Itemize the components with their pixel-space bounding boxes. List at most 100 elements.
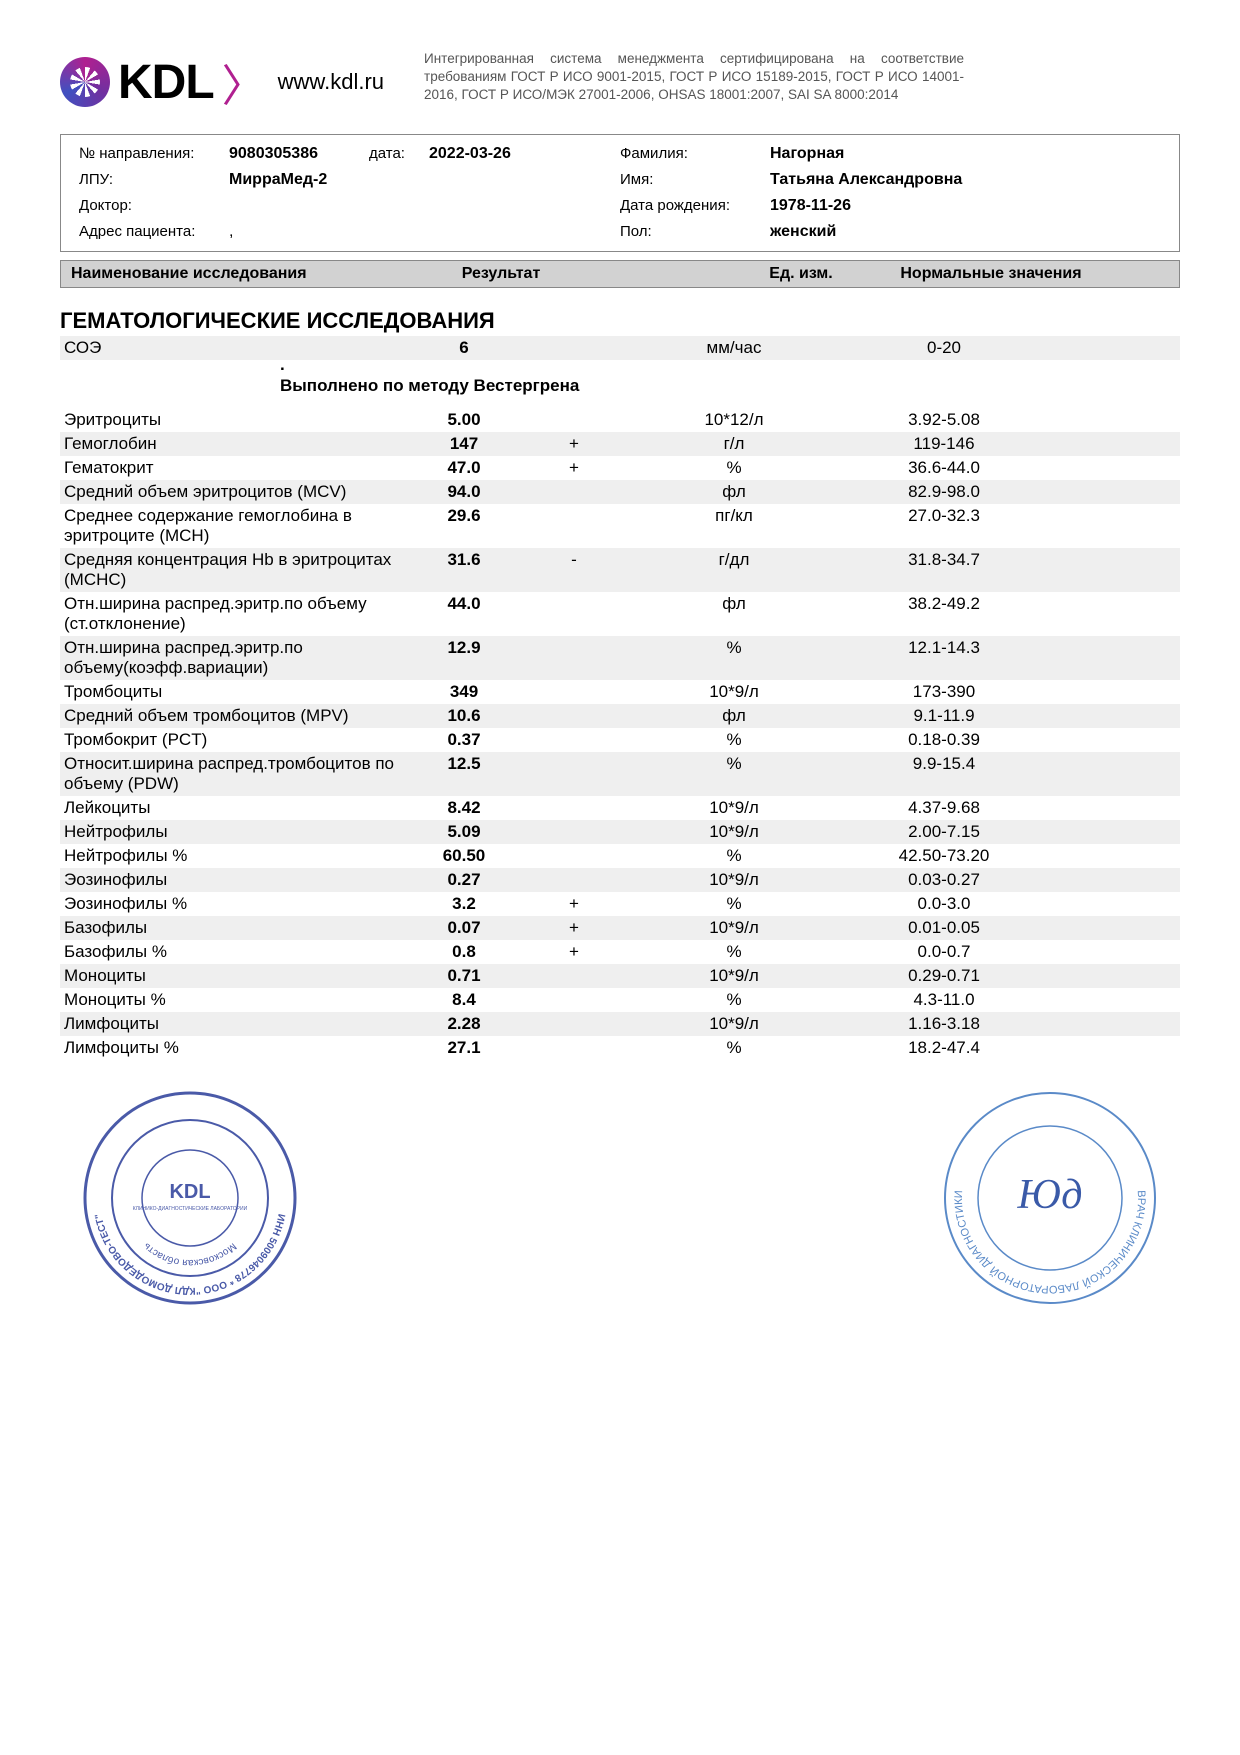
table-row: Отн.ширина распред.эритр.по объему (ст.о… [60,592,1180,636]
test-name: Средний объем тромбоцитов (MPV) [64,706,404,726]
test-result: 0.37 [404,730,524,750]
svg-text:КЛИНИКО-ДИАГНОСТИЧЕСКИЕ ЛАБОРА: КЛИНИКО-ДИАГНОСТИЧЕСКИЕ ЛАБОРАТОРИИ [133,1206,248,1212]
test-range: 1.16-3.18 [844,1014,1044,1034]
test-range: 2.00-7.15 [844,822,1044,842]
surname-label: Фамилия: [620,145,760,162]
test-name: Базофилы [64,918,404,938]
method-note: Выполнено по методу Вестергрена [60,370,1180,408]
test-result: 12.5 [404,754,524,774]
test-name: Нейтрофилы [64,822,404,842]
test-flag: + [524,458,624,478]
test-unit: 10*9/л [624,918,844,938]
test-result: 2.28 [404,1014,524,1034]
ref-no: 9080305386 [229,145,359,163]
test-name: Моноциты % [64,990,404,1010]
test-name: Лимфоциты [64,1014,404,1034]
table-row: Эозинофилы %3.2+%0.0-3.0 [60,892,1180,916]
table-row: Базофилы %0.8+%0.0-0.7 [60,940,1180,964]
test-result: 27.1 [404,1038,524,1058]
test-name: Относит.ширина распред.тромбоцитов по об… [64,754,404,794]
test-name: Базофилы % [64,942,404,962]
test-name: Средняя концентрация Hb в эритроцитах (M… [64,550,404,590]
test-name: Нейтрофилы % [64,846,404,866]
test-unit: 10*9/л [624,1014,844,1034]
logo-icon [60,57,110,107]
test-name: Гемоглобин [64,434,404,454]
test-name: Тромбокрит (PCT) [64,730,404,750]
test-range: 0.01-0.05 [844,918,1044,938]
test-result: 12.9 [404,638,524,658]
sex-value: женский [770,223,836,241]
lpu-label: ЛПУ: [79,171,219,188]
test-unit: % [624,1038,844,1058]
col-name-header: Наименование исследования [71,265,411,283]
table-row: Лимфоциты2.28 10*9/л1.16-3.18 [60,1012,1180,1036]
table-row: Моноциты0.7110*9/л0.29-0.71 [60,964,1180,988]
test-range: 42.50-73.20 [844,846,1044,866]
test-unit: % [624,846,844,866]
test-unit: фл [624,706,844,726]
test-result: 6 [404,338,524,358]
test-result: 8.42 [404,798,524,818]
test-name: Эозинофилы [64,870,404,890]
svg-text:Юд: Юд [1017,1172,1083,1218]
table-row: Отн.ширина распред.эритр.по объему(коэфф… [60,636,1180,680]
doctor-label: Доктор: [79,197,219,214]
test-result: 0.07 [404,918,524,938]
col-unit-header: Ед. изм. [711,265,891,283]
name-value: Татьяна Александровна [770,171,962,189]
test-result: 0.27 [404,870,524,890]
patient-info-box: № направления: 9080305386 дата: 2022-03-… [60,134,1180,252]
test-range: 3.92-5.08 [844,410,1044,430]
test-result: 147 [404,434,524,454]
test-unit: % [624,638,844,658]
name-label: Имя: [620,171,760,188]
test-unit: пг/кл [624,506,844,526]
note-dot: . [60,360,1180,370]
table-row: Базофилы0.07+10*9/л0.01-0.05 [60,916,1180,940]
logo-block: KDL 〉 www.kdl.ru [60,50,384,114]
address-value: , [229,223,233,241]
table-row: Средняя концентрация Hb в эритроцитах (M… [60,548,1180,592]
test-result: 29.6 [404,506,524,526]
test-unit: мм/час [624,338,844,358]
table-row: Тромбокрит (PCT)0.37%0.18-0.39 [60,728,1180,752]
stamps-row: ИНН 5009046778 * ООО "КДЛ ДОМОДЕДОВО-ТЕС… [60,1078,1180,1318]
date-label: дата: [369,145,419,162]
logo-url: www.kdl.ru [278,69,384,95]
lpu-value: МирраМед-2 [229,171,327,189]
test-range: 9.1-11.9 [844,706,1044,726]
test-result: 47.0 [404,458,524,478]
test-name: Лейкоциты [64,798,404,818]
test-result: 60.50 [404,846,524,866]
test-unit: % [624,990,844,1010]
table-row: Тромбоциты34910*9/л173-390 [60,680,1180,704]
table-row: Эозинофилы0.2710*9/л0.03-0.27 [60,868,1180,892]
test-unit: 10*9/л [624,870,844,890]
address-label: Адрес пациента: [79,223,219,240]
table-row: Гемоглобин147+г/л119-146 [60,432,1180,456]
table-row: Средний объем тромбоцитов (MPV)10.6фл9.1… [60,704,1180,728]
lab-stamp: ИНН 5009046778 * ООО "КДЛ ДОМОДЕДОВО-ТЕС… [70,1078,310,1318]
test-range: 0.29-0.71 [844,966,1044,986]
logo-text: KDL [118,55,214,110]
doctor-stamp: ВРАЧ КЛИНИЧЕСКОЙ ЛАБОРАТОРНОЙ ДИАГНОСТИК… [930,1078,1170,1318]
test-unit: % [624,458,844,478]
table-row: Нейтрофилы %60.50%42.50-73.20 [60,844,1180,868]
test-unit: 10*9/л [624,682,844,702]
ref-no-label: № направления: [79,145,219,162]
test-flag: + [524,918,624,938]
test-name: Тромбоциты [64,682,404,702]
test-name: Гематокрит [64,458,404,478]
test-result: 94.0 [404,482,524,502]
svg-text:Московская область: Московская область [142,1241,239,1269]
test-unit: г/л [624,434,844,454]
test-name: Эритроциты [64,410,404,430]
table-row: Нейтрофилы5.0910*9/л2.00-7.15 [60,820,1180,844]
test-range: 36.6-44.0 [844,458,1044,478]
test-unit: % [624,894,844,914]
test-unit: фл [624,594,844,614]
test-result: 8.4 [404,990,524,1010]
test-range: 0-20 [844,338,1044,358]
test-result: 44.0 [404,594,524,614]
